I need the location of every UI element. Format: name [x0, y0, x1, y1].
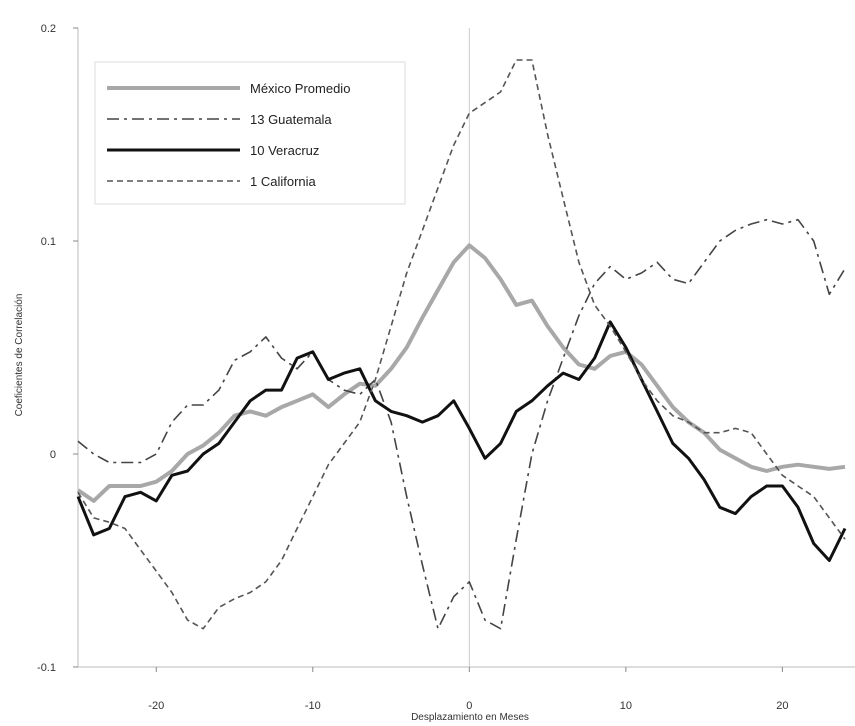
legend-label: 10 Veracruz — [250, 143, 319, 158]
x-tick-label: -20 — [148, 700, 164, 712]
x-tick-label: 10 — [620, 700, 632, 712]
x-tick-label: 20 — [776, 700, 788, 712]
series-lines — [76, 59, 847, 630]
series-line — [76, 243, 846, 503]
x-tick-label: 0 — [466, 700, 472, 712]
y-tick-label: -0.1 — [37, 662, 56, 674]
legend-label: 1 California — [250, 174, 317, 189]
y-axis-title: Coeficientes de Correlación — [14, 294, 25, 417]
y-tick-label: 0.1 — [41, 236, 56, 248]
legend-box — [94, 61, 406, 205]
axes — [77, 28, 855, 668]
x-axis-title: Desplazamiento en Meses — [411, 712, 529, 723]
legend-label: 13 Guatemala — [250, 112, 332, 127]
legend: México Promedio 13 Guatemala 10 Veracruz 1 … — [94, 61, 406, 205]
tick-labels: -20 -10 0 10 20 -0.1 0 0.1 0.2 — [37, 23, 788, 712]
legend-label: México Promedio — [250, 81, 350, 96]
series-line — [77, 59, 846, 630]
y-tick-label: 0 — [50, 449, 56, 461]
series-line — [76, 320, 847, 562]
series-line — [77, 218, 846, 630]
x-tick-label: -10 — [305, 700, 321, 712]
y-tick-label: 0.2 — [41, 23, 56, 35]
